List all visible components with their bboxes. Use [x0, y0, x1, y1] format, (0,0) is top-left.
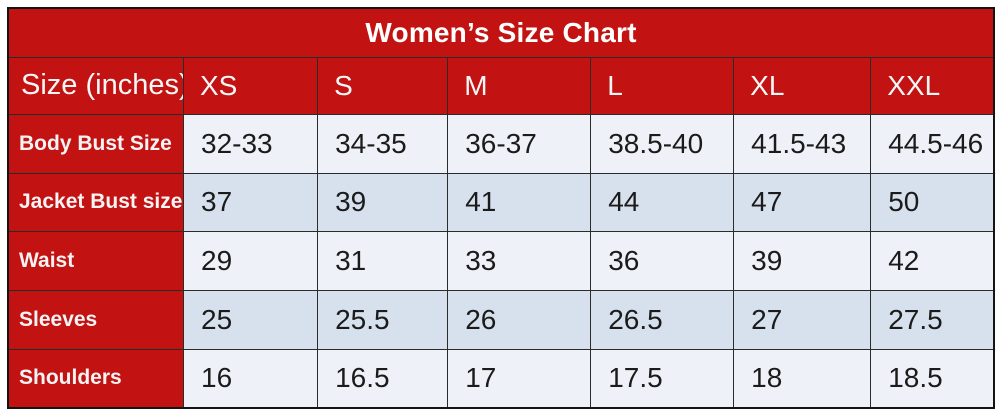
- chart-title-row: Women’s Size Chart: [7, 7, 995, 59]
- cell-shoulders-xxl: 18.5: [870, 348, 995, 409]
- cell-waist-s: 31: [317, 231, 449, 291]
- row-label-sleeves: Sleeves: [7, 289, 184, 350]
- header-s: S: [317, 57, 449, 115]
- row-sleeves: Sleeves 25 25.5 26 26.5 27 27.5: [7, 289, 995, 350]
- cell-body-bust-xs: 32-33: [182, 113, 319, 174]
- cell-sleeves-xl: 27: [733, 289, 872, 350]
- row-label-shoulders: Shoulders: [7, 348, 184, 409]
- cell-body-bust-s: 34-35: [317, 113, 449, 174]
- cell-shoulders-l: 17.5: [590, 348, 735, 409]
- row-label-waist: Waist: [7, 231, 184, 291]
- cell-jacket-bust-l: 44: [590, 172, 735, 233]
- cell-sleeves-xxl: 27.5: [870, 289, 995, 350]
- cell-body-bust-xxl: 44.5-46: [870, 113, 995, 174]
- size-header-row: Size (inches) XS S M L XL XXL: [7, 57, 995, 115]
- cell-waist-xs: 29: [182, 231, 319, 291]
- cell-jacket-bust-xs: 37: [182, 172, 319, 233]
- cell-waist-m: 33: [447, 231, 592, 291]
- cell-shoulders-xs: 16: [182, 348, 319, 409]
- cell-jacket-bust-xxl: 50: [870, 172, 995, 233]
- row-waist: Waist 29 31 33 36 39 42: [7, 231, 995, 291]
- cell-sleeves-s: 25.5: [317, 289, 449, 350]
- row-shoulders: Shoulders 16 16.5 17 17.5 18 18.5: [7, 348, 995, 409]
- cell-shoulders-m: 17: [447, 348, 592, 409]
- header-size-inches: Size (inches): [7, 57, 184, 115]
- cell-body-bust-m: 36-37: [447, 113, 592, 174]
- header-m: M: [447, 57, 592, 115]
- chart-title: Women’s Size Chart: [7, 7, 995, 59]
- cell-sleeves-xs: 25: [182, 289, 319, 350]
- cell-sleeves-m: 26: [447, 289, 592, 350]
- cell-jacket-bust-s: 39: [317, 172, 449, 233]
- header-l: L: [590, 57, 735, 115]
- header-xl: XL: [733, 57, 872, 115]
- cell-waist-xl: 39: [733, 231, 872, 291]
- row-jacket-bust-size: Jacket Bust size 37 39 41 44 47 50: [7, 172, 995, 233]
- header-xs: XS: [182, 57, 319, 115]
- row-label-jacket-bust-size: Jacket Bust size: [7, 172, 184, 233]
- cell-jacket-bust-xl: 47: [733, 172, 872, 233]
- womens-size-chart-table: Women’s Size Chart Size (inches) XS S M …: [7, 7, 995, 409]
- cell-shoulders-s: 16.5: [317, 348, 449, 409]
- cell-body-bust-l: 38.5-40: [590, 113, 735, 174]
- cell-sleeves-l: 26.5: [590, 289, 735, 350]
- cell-waist-l: 36: [590, 231, 735, 291]
- header-xxl: XXL: [870, 57, 995, 115]
- cell-shoulders-xl: 18: [733, 348, 872, 409]
- cell-body-bust-xl: 41.5-43: [733, 113, 872, 174]
- row-body-bust-size: Body Bust Size 32-33 34-35 36-37 38.5-40…: [7, 113, 995, 174]
- cell-jacket-bust-m: 41: [447, 172, 592, 233]
- cell-waist-xxl: 42: [870, 231, 995, 291]
- row-label-body-bust-size: Body Bust Size: [7, 113, 184, 174]
